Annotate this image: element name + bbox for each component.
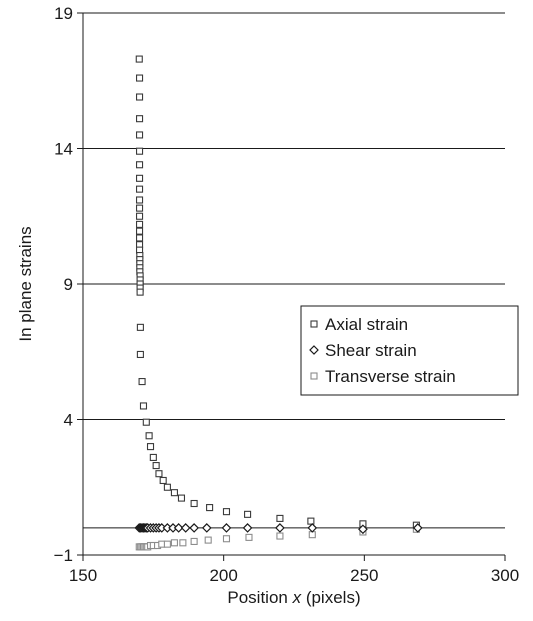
x-axis-label-var: x [292,588,302,607]
point-s1-22 [358,524,368,535]
point-s1-16 [189,523,199,533]
x-tick-label-2: 250 [350,566,378,585]
legend-label-0: Axial strain [325,315,408,334]
point-s1-15 [180,523,191,533]
point-s1-17 [201,523,212,533]
legend-label-1: Shear strain [325,341,417,360]
point-s2-15 [204,536,212,544]
point-s2-16 [222,535,231,543]
point-s0-34 [149,453,157,461]
point-s0-5 [135,147,144,155]
point-s0-41 [190,499,198,508]
point-s0-29 [138,378,146,386]
point-s1-23 [412,523,423,533]
y-tick-label-0: −1 [54,546,73,565]
x-axis-label-prefix: Position [227,588,292,607]
y-tick-label-2: 9 [64,275,73,294]
point-s0-45 [276,514,284,522]
point-s0-6 [135,161,144,169]
legend: Axial strain Shear strain Transverse strai… [300,305,519,396]
point-s0-44 [244,510,252,518]
point-s0-46 [307,517,315,525]
grid-lines [83,12,505,529]
x-tick-label-3: 300 [491,566,519,585]
point-s2-12 [170,539,178,547]
point-s1-20 [275,523,285,533]
legend-marker-1 [309,345,319,355]
series-0 [135,55,420,529]
point-s0-10 [135,204,144,212]
point-s2-17 [245,533,253,541]
point-s0-39 [170,489,178,497]
point-s0-37 [159,476,167,485]
point-s0-35 [152,462,160,470]
point-s0-36 [155,470,163,478]
point-s0-26 [136,288,144,296]
x-axis-label: Position x (pixels) [227,588,360,607]
point-s0-3 [135,115,144,123]
point-s0-8 [135,185,144,193]
point-s0-2 [135,93,144,101]
point-s0-31 [142,418,150,426]
point-s0-40 [177,494,186,502]
point-s0-38 [163,483,171,491]
point-s1-21 [307,523,318,533]
y-axis-label: In plane strains [16,226,35,341]
point-s1-18 [221,523,232,533]
point-s2-14 [190,537,198,546]
point-s0-43 [222,508,231,516]
axis-ticks: −1 4 9 14 19 150 200 250 300 [54,4,520,585]
legend-marker-2 [310,372,318,380]
point-s1-14 [173,523,184,533]
point-s0-42 [206,504,214,512]
point-s0-12 [135,220,144,228]
x-axis-label-suffix: (pixels) [301,588,361,607]
y-tick-label-4: 19 [54,4,73,23]
series-1 [134,523,423,535]
point-s0-28 [136,350,144,359]
point-s1-19 [242,523,253,533]
point-s0-13 [135,227,144,235]
point-s0-9 [135,196,144,204]
point-s0-30 [139,402,148,410]
y-tick-label-1: 4 [64,411,73,430]
data-points [134,55,423,551]
x-tick-label-1: 200 [209,566,237,585]
point-s0-14 [135,234,144,242]
point-s2-13 [179,539,187,547]
point-s0-32 [145,432,153,440]
point-s0-33 [146,443,155,451]
point-s0-0 [135,55,143,63]
point-s0-11 [135,212,144,220]
point-s0-27 [136,323,144,331]
point-s0-4 [135,131,144,139]
point-s2-18 [276,532,284,540]
point-s0-7 [135,174,144,182]
point-s2-11 [163,540,171,548]
point-s0-1 [135,74,144,82]
y-tick-label-3: 14 [54,140,73,159]
legend-marker-0 [310,320,318,328]
legend-label-2: Transverse strain [325,367,456,386]
legend-box [300,305,519,396]
x-tick-label-0: 150 [69,566,97,585]
